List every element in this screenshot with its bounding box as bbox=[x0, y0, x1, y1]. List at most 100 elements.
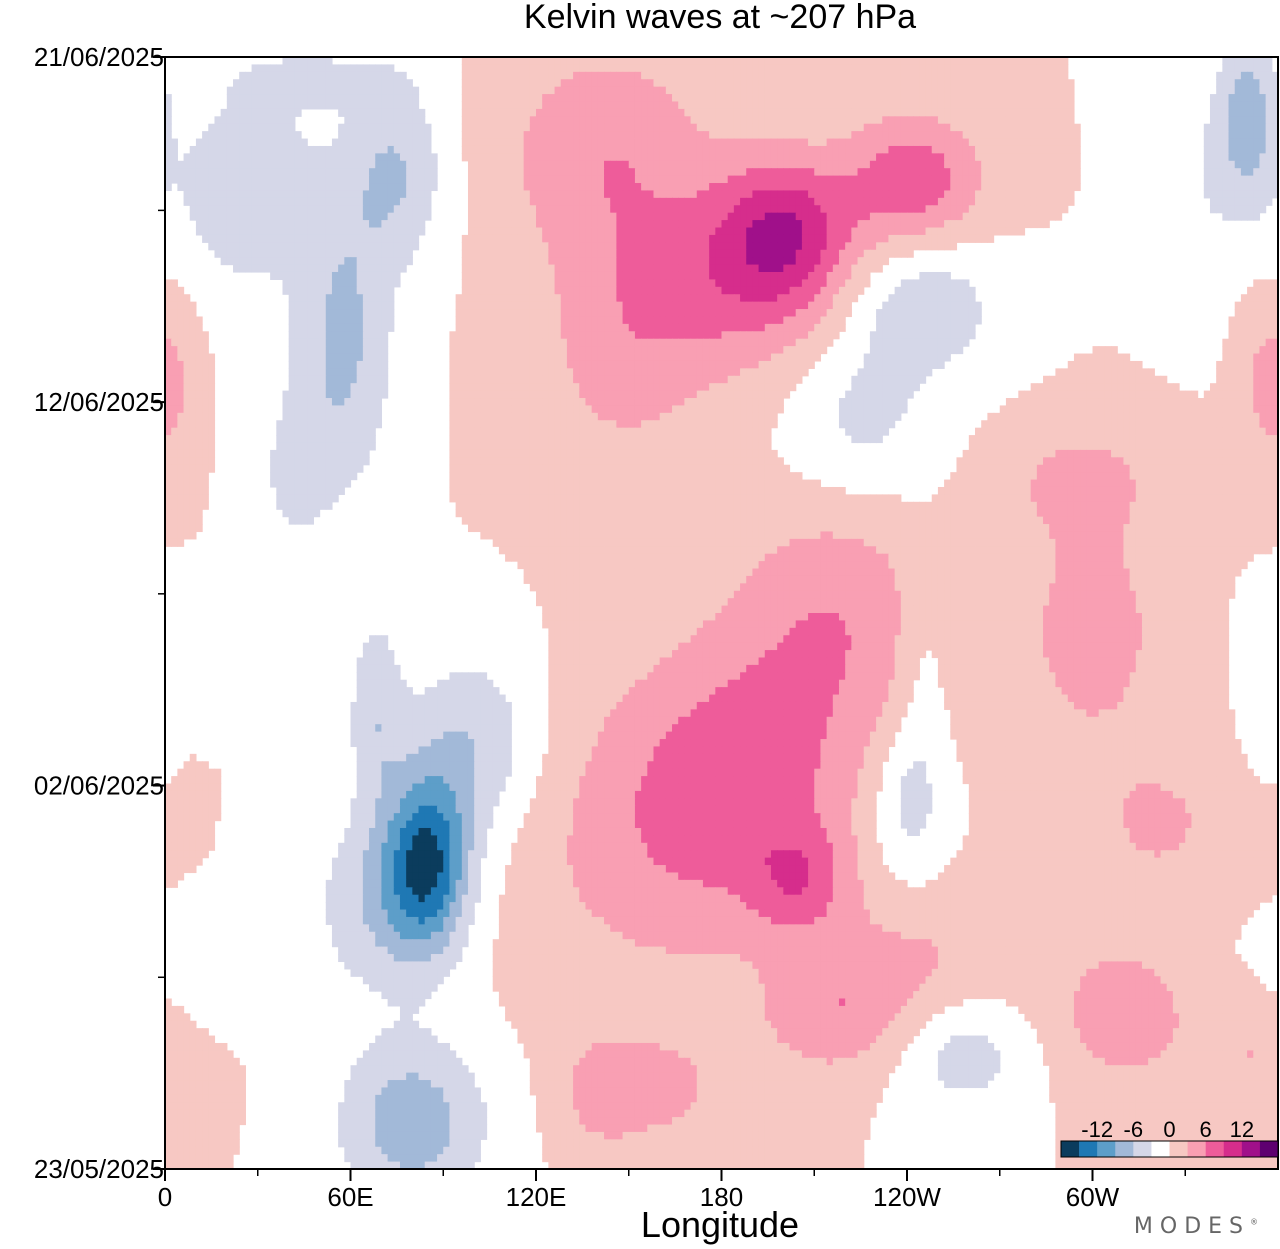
field-cell bbox=[659, 316, 667, 325]
field-cell bbox=[579, 309, 587, 318]
field-cell bbox=[1061, 175, 1069, 184]
field-cell bbox=[331, 338, 339, 347]
field-cell bbox=[876, 64, 883, 73]
field-cell bbox=[1073, 160, 1081, 169]
field-cell bbox=[573, 168, 580, 177]
field-cell bbox=[542, 108, 549, 117]
field-cell bbox=[659, 64, 667, 73]
field-cell bbox=[869, 108, 877, 117]
field-cell bbox=[628, 94, 636, 103]
field-cell bbox=[845, 242, 852, 251]
field-cell bbox=[492, 234, 500, 243]
field-cell bbox=[529, 309, 537, 318]
field-cell bbox=[1271, 160, 1279, 169]
field-cell bbox=[733, 123, 741, 132]
field-cell bbox=[622, 249, 630, 258]
field-cell bbox=[189, 197, 197, 206]
field-cell bbox=[715, 145, 723, 154]
field-cell bbox=[486, 323, 494, 332]
field-cell bbox=[1265, 168, 1273, 177]
field-cell bbox=[808, 160, 815, 169]
field-cell bbox=[573, 160, 580, 169]
field-cell bbox=[542, 234, 549, 243]
field-cell bbox=[808, 123, 815, 132]
field-cell bbox=[727, 249, 735, 258]
field-cell bbox=[1240, 138, 1248, 147]
field-cell bbox=[202, 168, 209, 177]
field-cell bbox=[461, 309, 469, 318]
field-cell bbox=[907, 101, 914, 110]
field-cell bbox=[684, 205, 692, 214]
field-cell bbox=[381, 294, 389, 303]
field-cell bbox=[968, 301, 976, 310]
field-cell bbox=[795, 205, 803, 214]
field-cell bbox=[944, 197, 951, 206]
field-cell bbox=[517, 94, 525, 103]
field-cell bbox=[1067, 123, 1075, 132]
field-cell bbox=[245, 175, 253, 184]
field-cell bbox=[758, 183, 766, 192]
field-cell bbox=[882, 160, 890, 169]
field-cell bbox=[820, 212, 828, 221]
field-cell bbox=[1049, 153, 1056, 162]
field-cell bbox=[851, 227, 859, 236]
field-cell bbox=[610, 94, 617, 103]
field-cell bbox=[808, 197, 815, 206]
field-cell bbox=[665, 249, 673, 258]
field-cell bbox=[356, 331, 364, 340]
field-cell bbox=[554, 264, 562, 273]
field-cell bbox=[467, 249, 475, 258]
field-cell bbox=[665, 123, 673, 132]
field-cell bbox=[857, 183, 865, 192]
field-cell bbox=[399, 190, 407, 199]
field-cell bbox=[684, 183, 692, 192]
field-cell bbox=[529, 323, 537, 332]
field-cell bbox=[727, 160, 735, 169]
field-cell bbox=[331, 71, 339, 80]
field-cell bbox=[498, 331, 506, 340]
field-cell bbox=[548, 108, 556, 117]
field-cell bbox=[505, 94, 512, 103]
field-cell bbox=[715, 64, 723, 73]
field-cell bbox=[1247, 168, 1254, 177]
field-cell bbox=[226, 257, 234, 266]
field-cell bbox=[338, 153, 345, 162]
field-cell bbox=[746, 101, 754, 110]
field-cell bbox=[424, 145, 432, 154]
field-cell bbox=[319, 190, 327, 199]
field-cell bbox=[288, 86, 296, 95]
field-cell bbox=[257, 116, 265, 125]
field-cell bbox=[653, 234, 661, 243]
field-cell bbox=[721, 338, 729, 347]
field-cell bbox=[900, 242, 908, 251]
field-cell bbox=[554, 309, 562, 318]
field-cell bbox=[665, 94, 673, 103]
field-cell bbox=[783, 131, 791, 140]
field-cell bbox=[702, 205, 710, 214]
field-cell bbox=[616, 249, 624, 258]
field-cell bbox=[764, 338, 772, 347]
field-cell bbox=[993, 190, 1001, 199]
field-cell bbox=[542, 294, 549, 303]
field-cell bbox=[746, 271, 754, 280]
field-cell bbox=[214, 175, 222, 184]
field-cell bbox=[523, 64, 531, 73]
field-cell bbox=[344, 294, 352, 303]
field-cell bbox=[838, 197, 846, 206]
field-cell bbox=[486, 175, 494, 184]
field-cell bbox=[740, 116, 747, 125]
field-cell bbox=[814, 331, 822, 340]
field-cell bbox=[869, 205, 877, 214]
field-cell bbox=[263, 116, 271, 125]
field-cell bbox=[981, 168, 988, 177]
field-cell bbox=[709, 57, 716, 66]
field-cell bbox=[288, 138, 296, 147]
field-cell bbox=[770, 301, 778, 310]
field-cell bbox=[1259, 309, 1267, 318]
field-cell bbox=[604, 116, 611, 125]
field-cell bbox=[604, 160, 611, 169]
field-cell bbox=[1209, 160, 1217, 169]
field-cell bbox=[851, 57, 859, 66]
field-cell bbox=[573, 212, 580, 221]
field-cell bbox=[672, 227, 679, 236]
